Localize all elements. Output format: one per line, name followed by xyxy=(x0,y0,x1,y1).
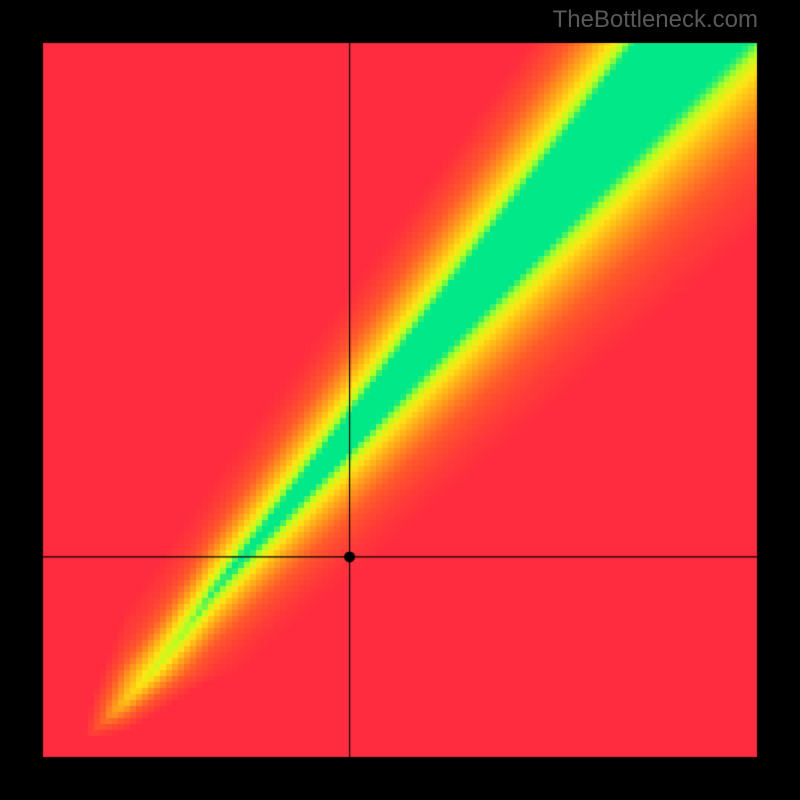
chart-root: TheBottleneck.com xyxy=(0,0,800,800)
watermark-label: TheBottleneck.com xyxy=(553,6,758,34)
bottleneck-heatmap xyxy=(40,40,760,760)
